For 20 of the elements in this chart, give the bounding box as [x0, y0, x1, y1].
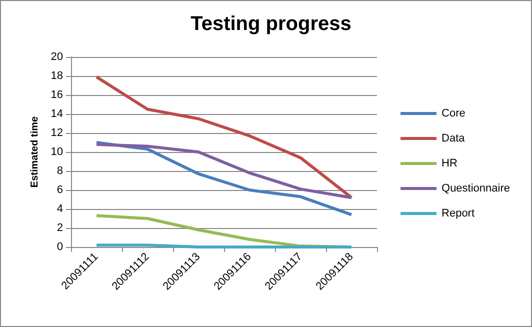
legend-label: HR	[442, 158, 458, 170]
y-tick-label: 0	[56, 241, 63, 253]
line-series	[95, 142, 353, 200]
legend-label: Data	[442, 132, 466, 144]
legend-label: Questionnaire	[442, 182, 510, 194]
legend-label: Core	[442, 108, 466, 120]
chart-title: Testing progress	[190, 13, 352, 35]
y-tick-label: 2	[56, 222, 63, 234]
y-tick-label: 20	[50, 51, 63, 63]
y-tick-label: 12	[50, 127, 63, 139]
y-tick-label: 16	[50, 89, 63, 101]
y-axis-title: Estimated time	[29, 116, 40, 188]
y-tick-label: 6	[56, 184, 63, 196]
legend-label: Report	[442, 208, 475, 220]
y-tick-label: 10	[50, 146, 63, 158]
y-tick-label: 18	[50, 70, 63, 82]
y-tick-label: 14	[50, 108, 63, 120]
line-series	[95, 75, 353, 200]
y-tick-label: 4	[56, 203, 63, 215]
y-tick-label: 8	[56, 165, 63, 177]
